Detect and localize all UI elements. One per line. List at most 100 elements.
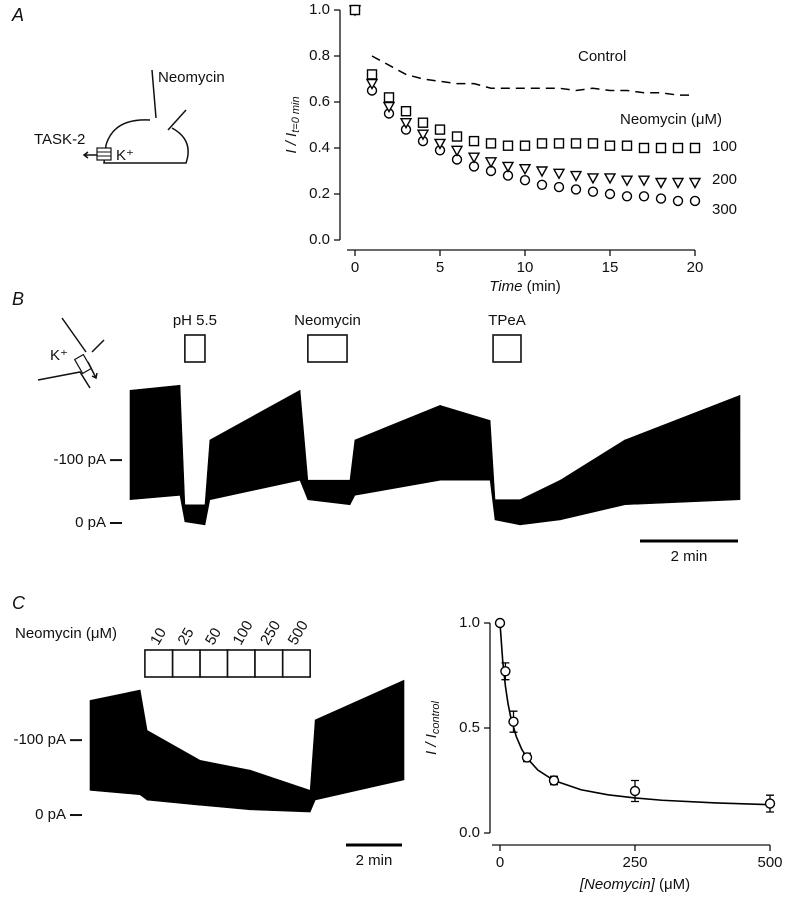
marker (671, 177, 685, 189)
application-label: Neomycin (294, 312, 361, 329)
x-tick-label: 10 (517, 259, 534, 276)
marker (672, 142, 684, 154)
legend-label: 100 (712, 138, 737, 155)
current-trace (146, 729, 201, 806)
current-trace (349, 439, 356, 505)
x-axis-label: [Neomycin] (μM) (579, 876, 690, 893)
marker (519, 174, 531, 186)
panel-label: B (12, 289, 24, 309)
marker (400, 105, 412, 117)
application-label: pH 5.5 (173, 312, 217, 329)
marker (383, 92, 395, 103)
y-tick-label: 0.8 (309, 47, 330, 64)
application-box (281, 649, 311, 678)
schematic-label: Neomycin (158, 69, 225, 86)
application-box (307, 334, 348, 363)
y-axis-label: I / It=0 min (283, 96, 302, 153)
marker (587, 186, 599, 197)
marker (521, 752, 533, 763)
panel-label: A (11, 5, 24, 25)
application-label: 25 (175, 625, 198, 648)
marker (536, 138, 548, 149)
marker (655, 142, 667, 154)
application-box (492, 334, 522, 363)
marker (349, 4, 361, 16)
legend-label: 200 (712, 171, 737, 188)
application-box (144, 649, 174, 678)
y-tick-label: 0.5 (459, 719, 480, 736)
x-tick-label: 0 (351, 259, 359, 276)
current-trace (559, 439, 626, 521)
x-axis-label: Time (min) (489, 278, 561, 295)
marker (621, 140, 633, 151)
current-trace (299, 390, 309, 500)
current-trace (249, 769, 311, 813)
current-trace (489, 420, 496, 520)
legend-title: Neomycin (μM) (620, 111, 722, 128)
fit-curve (499, 622, 771, 806)
marker (604, 140, 616, 151)
x-axis-label-unit: (μM) (659, 876, 690, 893)
marker (638, 191, 650, 202)
scale-bar-label: 2 min (671, 548, 708, 565)
marker (450, 145, 464, 157)
marker (494, 617, 506, 629)
schematic-label: K⁺ (50, 347, 68, 364)
marker (548, 775, 560, 786)
pipette (61, 317, 105, 353)
marker (629, 785, 641, 797)
marker (485, 138, 497, 149)
marker (553, 181, 565, 193)
y-tick-label: -100 pA (53, 451, 106, 468)
patch-schematic (37, 317, 105, 389)
marker (535, 166, 549, 178)
marker (764, 798, 776, 809)
x-tick-label: 500 (757, 854, 782, 871)
marker (366, 69, 378, 80)
marker (587, 138, 599, 149)
marker (621, 191, 633, 202)
x-axis-label-name: [Neomycin] (579, 876, 656, 893)
current-trace (494, 499, 521, 526)
marker (552, 168, 566, 180)
channel (96, 147, 112, 161)
x-tick-label: 250 (622, 854, 647, 871)
marker (502, 140, 514, 151)
current-trace (139, 689, 148, 801)
current-trace (519, 479, 561, 526)
marker (399, 118, 413, 130)
application-box (171, 649, 201, 678)
x-axis-label-name: Time (489, 278, 522, 295)
application-box (184, 334, 206, 363)
y-tick-label: 0 pA (35, 806, 66, 823)
y-tick-label: -100 pA (13, 731, 66, 748)
current-trace (624, 394, 741, 506)
current-trace (89, 689, 141, 796)
y-tick-label: 0.0 (459, 824, 480, 841)
marker (508, 716, 519, 727)
marker (501, 161, 515, 173)
marker (570, 184, 582, 195)
y-axis-label-main: I / I (283, 133, 300, 154)
marker (620, 175, 634, 187)
x-tick-label: 20 (687, 259, 704, 276)
marker (688, 177, 702, 189)
marker (468, 135, 480, 147)
marker (603, 173, 617, 185)
marker (654, 177, 668, 189)
marker (638, 142, 650, 154)
marker (570, 138, 582, 149)
membrane (37, 371, 91, 389)
x-axis-label-unit: (min) (527, 278, 561, 295)
y-tick-label: 0 pA (75, 514, 106, 531)
legend-label: 300 (712, 201, 737, 218)
marker (518, 164, 532, 176)
marker (637, 175, 651, 187)
y-tick-label: 1.0 (459, 614, 480, 631)
y-axis-label: I / Icontrol (423, 701, 442, 755)
current-trace (209, 389, 301, 501)
marker (484, 157, 498, 169)
marker (467, 152, 481, 164)
schematic-label: TASK-2 (34, 131, 85, 148)
marker (604, 188, 616, 200)
